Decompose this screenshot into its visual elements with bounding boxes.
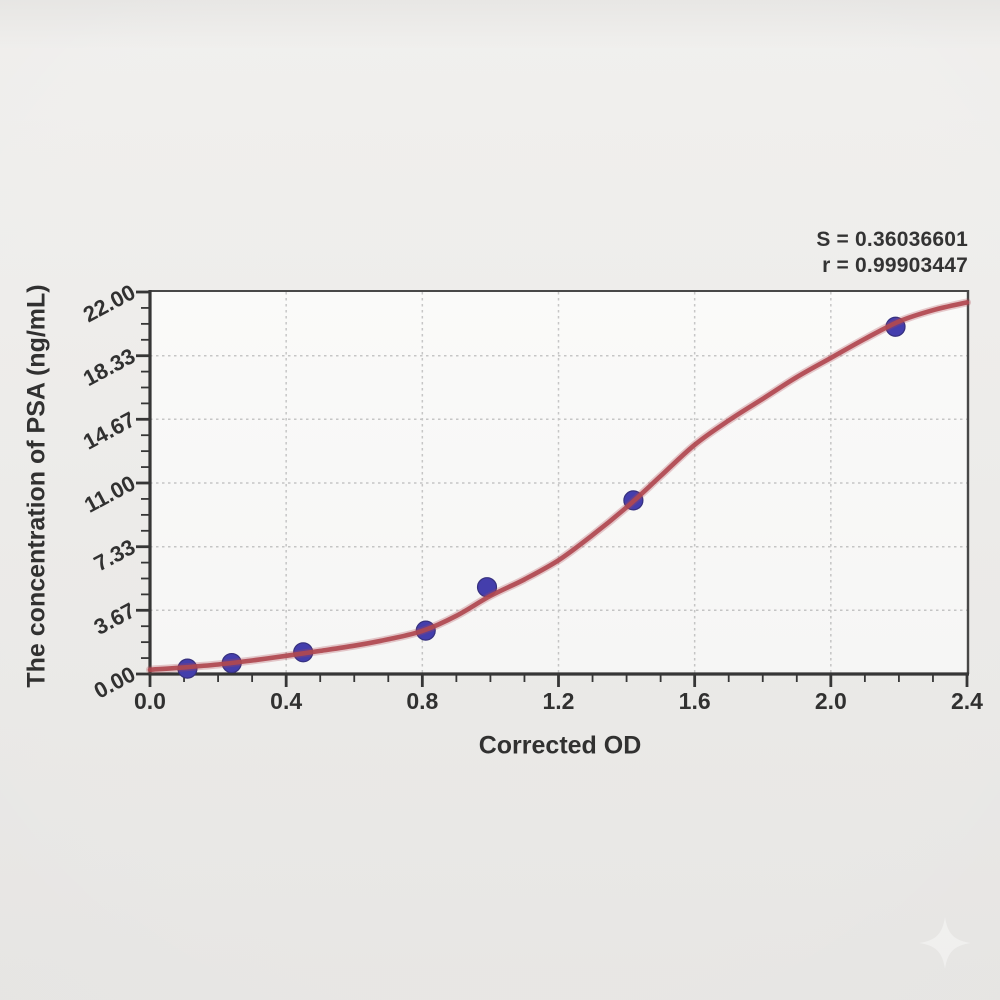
y-tick-label: 22.00	[79, 279, 139, 327]
x-tick-label: 0.4	[270, 688, 302, 714]
stat-r-value: r = 0.99903447	[822, 254, 968, 277]
x-axis-title: Corrected OD	[478, 731, 642, 760]
x-tick-label: 1.6	[679, 688, 711, 714]
y-tick-label: 0.00	[90, 661, 140, 703]
fit-curve	[147, 300, 970, 672]
x-tick-label: 2.4	[951, 688, 983, 714]
y-tick-label: 3.67	[90, 598, 140, 640]
x-tick-label: 0.8	[406, 688, 438, 714]
fit-statistics: S = 0.36036601 r = 0.99903447	[816, 227, 968, 279]
sparkle-watermark-icon	[919, 917, 971, 969]
y-tick-label: 14.67	[79, 407, 139, 455]
x-tick-label: 2.0	[815, 688, 847, 714]
x-tick-label: 1.2	[543, 688, 575, 714]
y-tick-label: 11.00	[80, 470, 139, 517]
y-tick-label: 7.33	[90, 534, 140, 576]
y-axis-title: The concentration of PSA (ng/mL)	[22, 284, 51, 688]
stat-s-value: S = 0.36036601	[816, 228, 968, 251]
x-tick-label: 0.0	[134, 688, 166, 714]
y-tick-label: 18.33	[79, 343, 139, 391]
